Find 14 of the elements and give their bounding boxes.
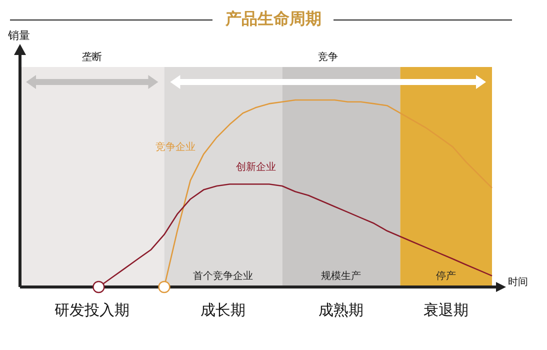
series-label: 竞争企业 xyxy=(156,141,196,154)
text: 垄断 xyxy=(82,51,102,63)
text: 衰退期 xyxy=(424,301,469,319)
annotation: 停产 xyxy=(436,270,456,282)
text: 成长期 xyxy=(200,301,246,319)
annotation: 规模生产 xyxy=(321,270,362,282)
series-label: 创新企业 xyxy=(236,161,276,174)
text: 销量 xyxy=(7,29,30,42)
text: 竞争 xyxy=(318,51,338,63)
chart-title: 产品生命周期 xyxy=(224,9,322,28)
text: 成熟期 xyxy=(318,301,364,319)
text: 研发投入期 xyxy=(54,301,130,319)
annotation: 首个竞争企业 xyxy=(193,270,254,282)
x-axis-title: 时间 xyxy=(508,276,528,288)
